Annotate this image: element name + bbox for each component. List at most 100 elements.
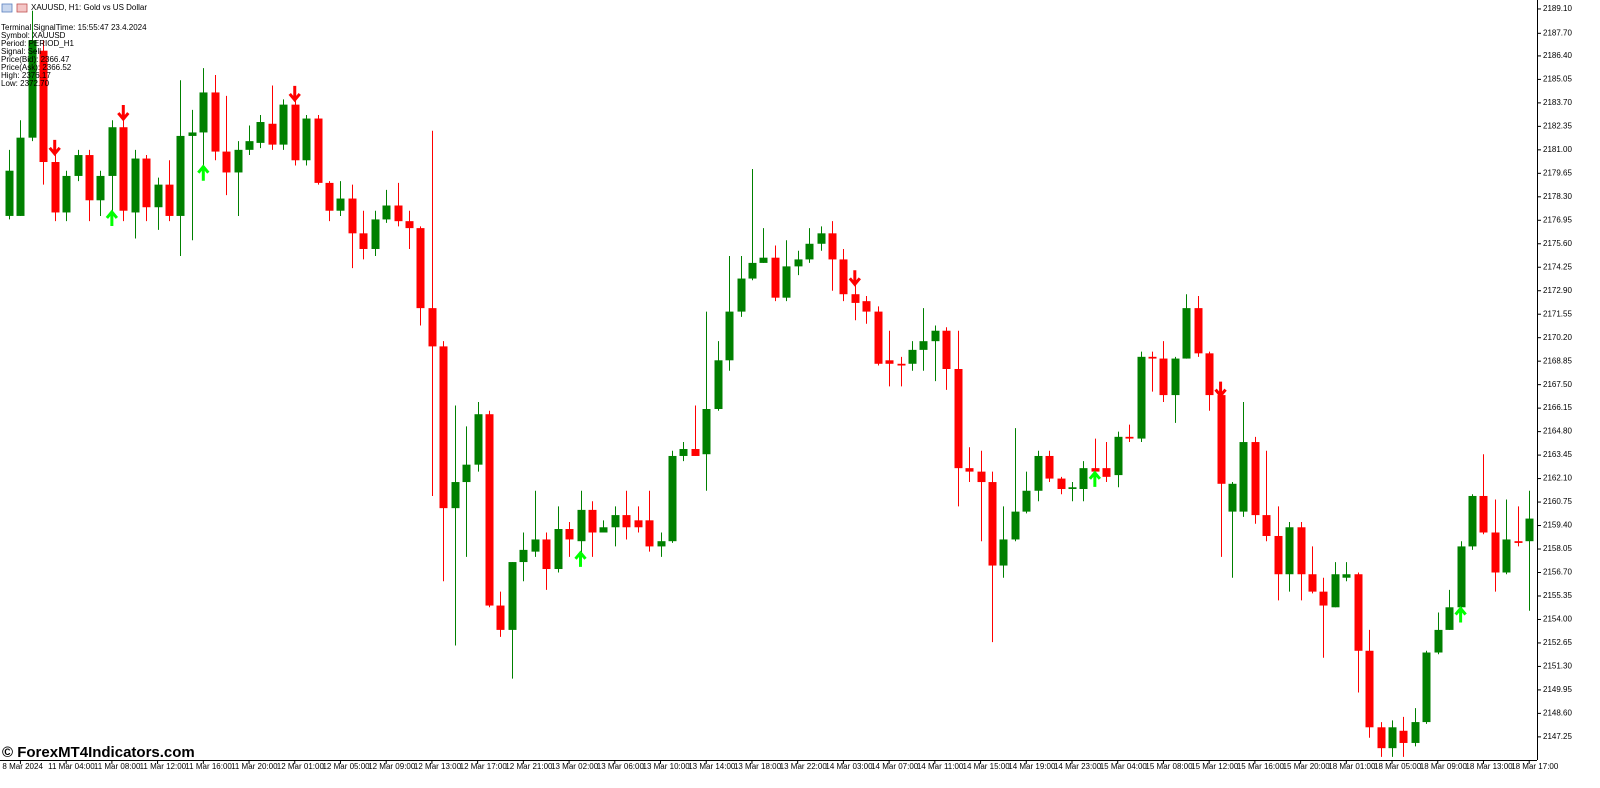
candle-body xyxy=(782,266,791,298)
candle-body xyxy=(679,449,688,456)
info-line: Price(Bid): 2366.47 xyxy=(1,55,70,64)
candle-body xyxy=(188,132,197,136)
candle-body xyxy=(1217,395,1226,484)
y-tick-label: 2175.60 xyxy=(1543,239,1572,248)
x-tick-label: 11 Mar 08:00 xyxy=(94,762,141,771)
x-tick-label: 14 Mar 11:00 xyxy=(917,762,964,771)
candle-body xyxy=(1022,490,1031,512)
info-line: Price(Ask): 2366.52 xyxy=(1,63,72,72)
candle-body xyxy=(85,155,94,201)
x-tick-label: 18 Mar 09:00 xyxy=(1420,762,1468,771)
candle-body xyxy=(1102,468,1111,477)
candle-body xyxy=(1354,574,1363,651)
candle-body xyxy=(885,360,894,364)
candle-body xyxy=(1434,629,1443,653)
x-tick-label: 13 Mar 10:00 xyxy=(643,762,691,771)
info-line: Symbol: XAUUSD xyxy=(1,31,66,40)
candle-body xyxy=(737,278,746,312)
candle-body xyxy=(131,158,140,213)
candle-body xyxy=(1274,535,1283,575)
candle-body xyxy=(1228,483,1237,512)
candle-body xyxy=(748,262,757,279)
candle-body xyxy=(1377,727,1386,749)
candle-body xyxy=(977,471,986,483)
candle-body xyxy=(474,414,483,465)
candle-body xyxy=(668,455,677,542)
candle-body xyxy=(839,259,848,295)
y-tick-label: 2162.10 xyxy=(1543,474,1572,483)
x-tick-label: 14 Mar 03:00 xyxy=(825,762,873,771)
x-tick-label: 13 Mar 14:00 xyxy=(688,762,736,771)
candle-body xyxy=(1285,527,1294,575)
candle-body xyxy=(1057,478,1066,490)
y-tick-label: 2148.60 xyxy=(1543,708,1572,717)
candle-body xyxy=(691,449,700,456)
candle-body xyxy=(1045,455,1054,479)
candle-body xyxy=(462,464,471,483)
buy-arrow xyxy=(105,209,119,226)
info-line: Signal: Sell xyxy=(1,47,41,56)
candle-body xyxy=(1182,308,1191,359)
candle-body xyxy=(874,311,883,364)
candle-body xyxy=(1445,607,1454,630)
watermark: © ForexMT4Indicators.com xyxy=(2,744,195,761)
candle-body xyxy=(1262,515,1271,536)
sell-arrow xyxy=(117,105,130,122)
info-line: Period: PERIOD_H1 xyxy=(1,39,74,48)
candle-body xyxy=(211,92,220,152)
x-tick-label: 13 Mar 18:00 xyxy=(734,762,782,771)
sell-arrow xyxy=(288,85,301,103)
candle-body xyxy=(851,294,860,303)
y-tick-label: 2182.35 xyxy=(1543,121,1572,130)
candle-body xyxy=(314,118,323,183)
y-tick-label: 2159.40 xyxy=(1543,521,1572,530)
candle-body xyxy=(1388,727,1397,749)
candle-body xyxy=(759,257,768,263)
candle-body xyxy=(451,482,460,509)
candle-body xyxy=(1331,574,1340,608)
info-line: Low: 2372.70 xyxy=(1,79,50,88)
candle-body xyxy=(988,482,997,566)
candle-body xyxy=(1319,591,1328,606)
candle-body xyxy=(1239,442,1248,512)
candle-body xyxy=(542,539,551,570)
y-tick-label: 2152.65 xyxy=(1543,638,1572,647)
x-tick-label: 13 Mar 02:00 xyxy=(551,762,599,771)
candle-body xyxy=(1137,356,1146,439)
y-tick-label: 2187.70 xyxy=(1543,28,1572,37)
candle-body xyxy=(599,527,608,533)
x-tick-label: 12 Mar 09:00 xyxy=(368,762,416,771)
candle-body xyxy=(256,122,265,143)
candle-body xyxy=(1399,730,1408,743)
buy-arrow xyxy=(574,550,587,567)
y-tick-label: 2154.00 xyxy=(1543,615,1572,624)
candle-body xyxy=(611,515,620,528)
candle-body xyxy=(371,219,380,249)
y-tick-label: 2151.30 xyxy=(1543,662,1572,671)
candle-body xyxy=(908,349,917,364)
candle-body xyxy=(999,539,1008,566)
candle-body xyxy=(416,228,425,309)
candle-body xyxy=(702,409,711,455)
candle-body xyxy=(336,198,345,211)
x-tick-label: 18 Mar 05:00 xyxy=(1374,762,1422,771)
buy-arrow xyxy=(197,164,210,181)
x-tick-label: 18 Mar 01:00 xyxy=(1328,762,1376,771)
candle-body xyxy=(1491,532,1500,573)
candle-body xyxy=(268,123,277,145)
y-tick-label: 2149.95 xyxy=(1543,685,1572,694)
candle-body xyxy=(1148,356,1157,359)
y-tick-label: 2171.55 xyxy=(1543,309,1572,318)
sell-arrow xyxy=(848,270,861,287)
candle-body xyxy=(1457,546,1466,608)
candle-body xyxy=(485,414,494,606)
candle-body xyxy=(234,149,243,173)
candle-body xyxy=(1342,574,1351,578)
x-tick-label: 15 Mar 08:00 xyxy=(1145,762,1193,771)
candle-body xyxy=(828,233,837,260)
candle-body xyxy=(1308,574,1317,592)
candle-body xyxy=(645,520,654,547)
y-tick-label: 2181.00 xyxy=(1543,145,1572,154)
